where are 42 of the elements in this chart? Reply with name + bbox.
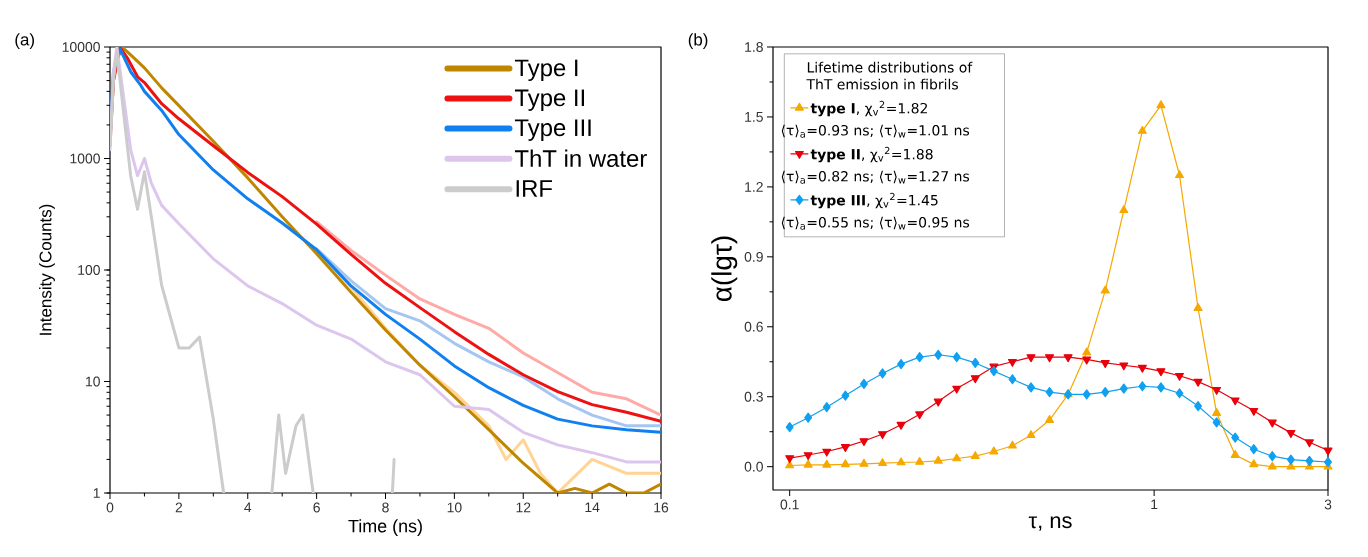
y-axis-title: Intensity (Counts) bbox=[39, 204, 55, 335]
x-tick-label: 8 bbox=[382, 502, 389, 513]
y-tick-label: 1 bbox=[93, 488, 100, 498]
y-axis-title: α(lgτ) bbox=[711, 236, 738, 302]
annotation: ⟨τ⟩$_{a}$=0.93 ns; ⟨τ⟩$_{w}$=1.01 ns bbox=[781, 124, 970, 138]
annotation: ⟨τ⟩$_{a}$=0.55 ns; ⟨τ⟩$_{w}$=0.95 ns bbox=[781, 216, 970, 230]
y-tick-label: 0.0 bbox=[744, 461, 763, 472]
legend-label: Type III bbox=[514, 119, 591, 141]
y-tick-label: 0.3 bbox=[744, 391, 763, 402]
x-axis-title: τ, ns bbox=[1028, 516, 1072, 531]
legend-title: Lifetime distributions of ThT emission in fibrils bbox=[806, 61, 973, 90]
y-tick-label: 1.5 bbox=[745, 112, 763, 122]
legend-label: type I, χ$_{v}$$^{2}$=1.82 bbox=[810, 100, 928, 117]
y-tick-label: 100 bbox=[78, 265, 100, 275]
x-tick-label: 4 bbox=[244, 502, 252, 513]
legend-label: type II, χ$_{v}$$^{2}$=1.88 bbox=[810, 146, 933, 163]
x-tick-label: 1 bbox=[1151, 499, 1158, 510]
y-tick-label: 1.2 bbox=[745, 182, 763, 192]
x-tick-label: 12 bbox=[516, 502, 531, 513]
x-tick-label: 2 bbox=[175, 502, 183, 513]
legend-label: IRF bbox=[516, 180, 552, 197]
legend-label: type III, χ$_{v}$$^{2}$=1.45 bbox=[810, 192, 938, 209]
annotation: ⟨τ⟩$_{a}$=0.82 ns; ⟨τ⟩$_{w}$=1.27 ns bbox=[781, 170, 970, 184]
x-tick-label: 10 bbox=[447, 502, 462, 513]
x-tick-label: 3 bbox=[1324, 499, 1332, 510]
x-tick-label: 6 bbox=[313, 502, 320, 513]
chart-title: (b) bbox=[688, 33, 708, 49]
x-axis-title: Time (ns) bbox=[348, 519, 422, 536]
x-tick-label: 14 bbox=[585, 502, 600, 513]
legend-label: ThT in water bbox=[514, 149, 647, 167]
chart-title: (a) bbox=[15, 33, 34, 49]
y-tick-label: 10000 bbox=[62, 42, 100, 52]
y-tick-label: 0.6 bbox=[744, 321, 763, 332]
x-tick-label: 16 bbox=[654, 502, 669, 513]
y-tick-label: 1000 bbox=[70, 153, 100, 164]
y-tick-label: 1.8 bbox=[745, 42, 763, 52]
y-tick-label: 10 bbox=[86, 376, 100, 387]
x-tick-label: 0.1 bbox=[780, 499, 799, 510]
y-tick-label: 0.9 bbox=[744, 251, 763, 262]
x-tick-label: 0 bbox=[106, 502, 114, 513]
legend-label: Type I bbox=[514, 59, 578, 82]
legend-label: Type II bbox=[514, 89, 584, 111]
